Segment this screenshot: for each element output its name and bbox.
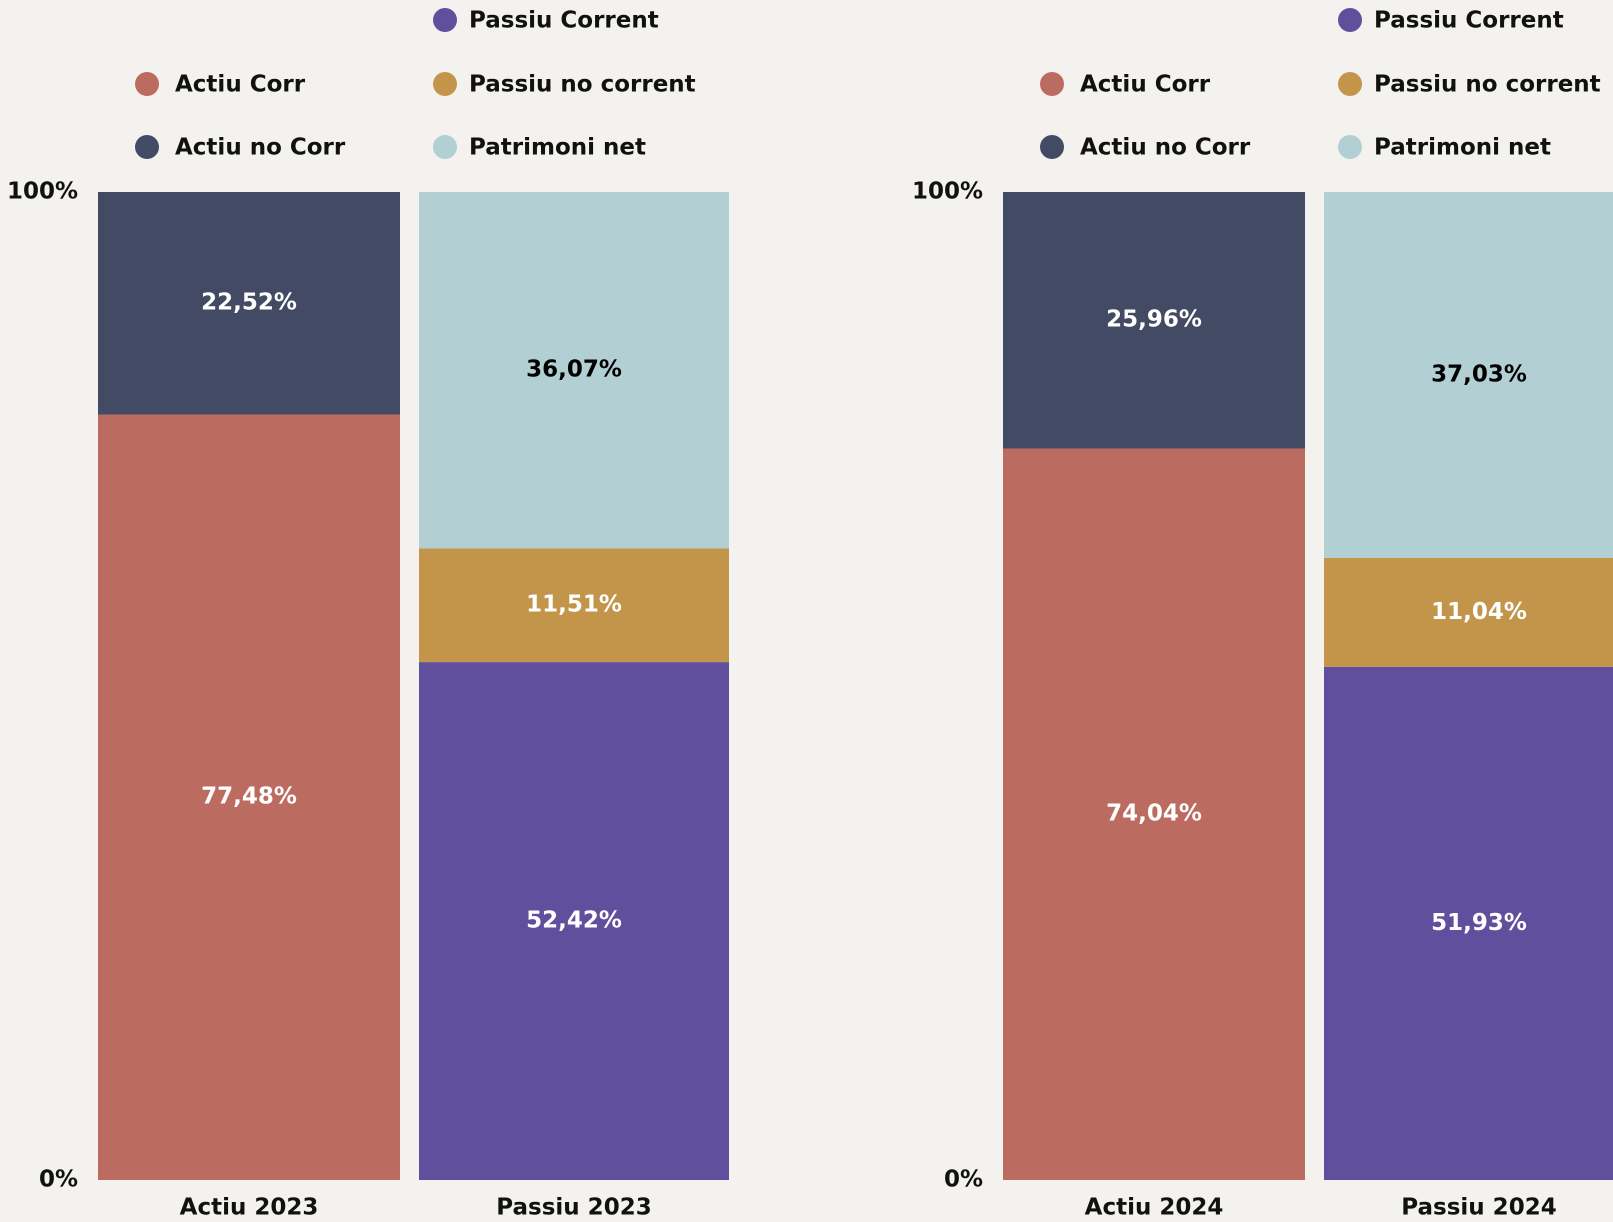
legend-marker: [433, 135, 457, 159]
legend-marker: [433, 72, 457, 96]
legend-marker: [135, 135, 159, 159]
bar-segment: [1324, 666, 1613, 1180]
x-tick-label: Actiu 2024: [1085, 1195, 1224, 1221]
bar-segment: [419, 192, 729, 549]
bar-segment: [1003, 448, 1305, 1180]
y-tick-label: 0%: [944, 1167, 983, 1193]
value-label: 37,03%: [1431, 361, 1527, 387]
bar-segment: [1324, 557, 1613, 667]
legend-label: Actiu no Corr: [175, 135, 346, 161]
bar-segment: [1003, 192, 1305, 449]
value-label: 11,04%: [1431, 599, 1527, 625]
legend-label: Passiu Corrent: [469, 8, 659, 34]
y-tick-label: 0%: [39, 1167, 78, 1193]
legend-label: Passiu no corrent: [1374, 72, 1601, 98]
value-label: 51,93%: [1431, 910, 1527, 936]
value-label: 11,51%: [526, 592, 622, 618]
value-label: 74,04%: [1106, 801, 1202, 827]
bar-segment: [1324, 192, 1613, 558]
legend-label: Patrimoni net: [1374, 135, 1551, 161]
legend-marker: [1040, 72, 1064, 96]
value-label: 25,96%: [1106, 307, 1202, 333]
legend-marker: [1040, 135, 1064, 159]
y-tick-label: 100%: [912, 179, 983, 205]
value-label: 77,48%: [201, 784, 297, 810]
value-label: 22,52%: [201, 290, 297, 316]
legend-marker: [1338, 72, 1362, 96]
bar-segment: [419, 548, 729, 663]
legend-label: Actiu no Corr: [1080, 135, 1251, 161]
x-tick-label: Passiu 2023: [496, 1195, 651, 1221]
legend-marker: [1338, 135, 1362, 159]
bar-segment: [419, 662, 729, 1180]
legend-marker: [1338, 8, 1362, 32]
value-label: 36,07%: [526, 357, 622, 383]
legend-label: Patrimoni net: [469, 135, 646, 161]
legend-label: Actiu Corr: [175, 72, 306, 98]
bar-segment: [98, 192, 400, 415]
legend-marker: [135, 72, 159, 96]
bar-segment: [98, 414, 400, 1181]
x-tick-label: Passiu 2024: [1401, 1195, 1556, 1221]
legend-label: Passiu Corrent: [1374, 8, 1564, 34]
y-tick-label: 100%: [7, 179, 78, 205]
legend-label: Actiu Corr: [1080, 72, 1211, 98]
legend-marker: [433, 8, 457, 32]
legend-label: Passiu no corrent: [469, 72, 696, 98]
value-label: 52,42%: [526, 908, 622, 934]
x-tick-label: Actiu 2023: [180, 1195, 319, 1221]
